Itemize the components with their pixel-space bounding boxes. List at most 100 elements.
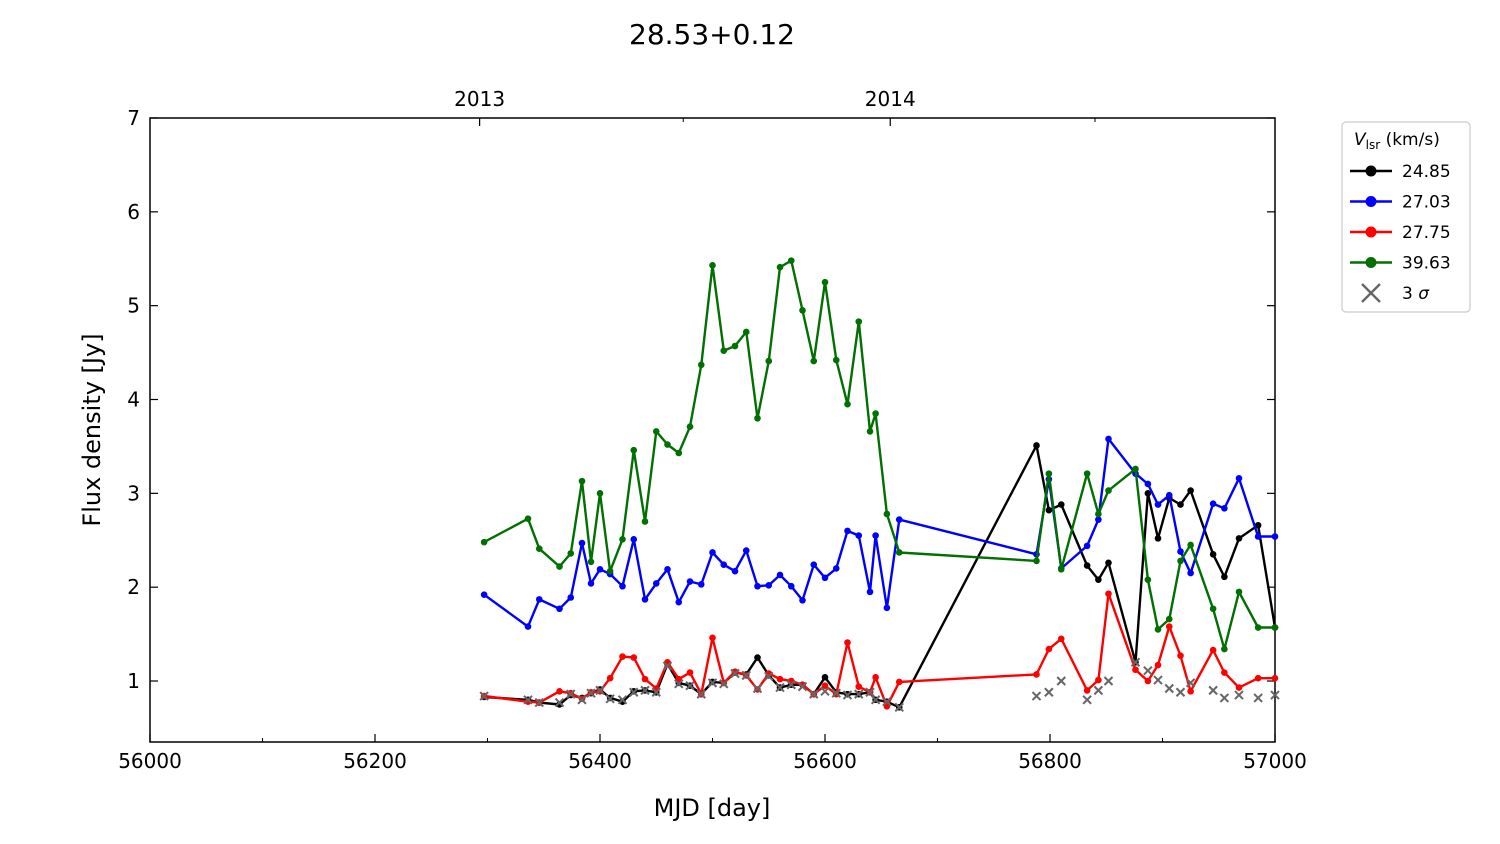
data-point: [1209, 646, 1217, 654]
data-point: [556, 688, 563, 695]
data-point: [524, 623, 532, 630]
sigma-point: [662, 661, 673, 671]
sigma-point: [1143, 665, 1153, 676]
y-tick-label: 2: [127, 575, 140, 599]
sigma-cross-b: [1082, 695, 1092, 705]
data-point: [1165, 491, 1173, 499]
data-point: [1105, 435, 1112, 443]
data-point: [776, 571, 784, 579]
data-point: [883, 604, 891, 612]
data-point: [606, 674, 614, 682]
sigma-point: [577, 695, 587, 705]
sigma-point: [1153, 675, 1163, 685]
sigma-cross-b: [1185, 678, 1196, 688]
data-point: [630, 654, 638, 661]
data-point: [686, 423, 694, 431]
sigma-point: [1031, 691, 1042, 701]
sigma-cross-b: [1056, 676, 1066, 686]
x-tick-label: 56800: [1018, 749, 1082, 773]
sigma-cross-b: [674, 679, 684, 689]
series-line: [483, 592, 1275, 708]
sigma-point: [831, 688, 841, 698]
data-point: [1144, 490, 1152, 497]
sigma-point: [707, 678, 718, 688]
data-point: [675, 598, 683, 606]
series-layer: [480, 257, 1279, 711]
sigma-cross-b: [586, 688, 596, 698]
sigma-point: [1234, 690, 1244, 700]
data-point: [524, 515, 532, 522]
sigma-point: [651, 687, 661, 697]
data-point: [1187, 569, 1194, 577]
data-point: [1221, 645, 1228, 653]
data-point: [1045, 645, 1053, 653]
series-27-75: [480, 590, 1279, 710]
x-tick-label: 56400: [568, 749, 632, 773]
data-point: [1095, 676, 1102, 684]
data-point: [619, 653, 626, 660]
data-point: [1033, 671, 1040, 678]
sigma-point: [870, 695, 881, 705]
sigma-cross-b: [605, 694, 615, 704]
data-point: [664, 566, 671, 573]
series-27-03: [480, 435, 1279, 630]
legend-marker: [1365, 196, 1377, 207]
data-point: [480, 591, 488, 598]
data-point: [1095, 576, 1102, 583]
sigma-point: [1164, 683, 1174, 694]
sigma-point: [566, 689, 576, 699]
data-point: [1177, 501, 1184, 508]
data-point: [754, 414, 761, 422]
sigma-point: [865, 687, 875, 697]
data-point: [1105, 590, 1112, 598]
data-point: [535, 596, 543, 603]
sigma-cross-b: [640, 685, 650, 696]
sigma-cross-b: [1044, 687, 1054, 697]
data-point: [1187, 541, 1194, 549]
data-point: [619, 698, 626, 705]
data-point: [866, 428, 874, 435]
x-tick-label: 57000: [1243, 749, 1307, 773]
legend-label-sigma: 3 σ: [1402, 284, 1430, 304]
sigma-point: [786, 680, 796, 690]
data-point: [821, 278, 829, 286]
data-point: [832, 565, 840, 572]
data-point: [1254, 624, 1262, 631]
data-point: [535, 545, 543, 553]
data-point: [731, 342, 739, 350]
data-point: [1105, 487, 1112, 494]
data-point: [1057, 501, 1065, 508]
data-point: [821, 574, 829, 582]
data-point: [1177, 557, 1184, 565]
axis-ticks: 56000 56200 56400 56600 56800 57000 1 2 3 4 5 6 7 201…: [118, 87, 1307, 773]
sigma-cross-b: [1031, 691, 1042, 701]
sigma-point: [479, 691, 489, 701]
sigma-point: [523, 695, 533, 705]
data-point: [855, 532, 863, 539]
sigma-cross-b: [577, 695, 587, 705]
sigma-cross-b: [1164, 683, 1174, 694]
sigma-cross-b: [707, 678, 718, 688]
data-point: [765, 357, 773, 365]
data-point: [652, 580, 660, 587]
sigma-cross-b: [809, 689, 819, 699]
sigma-cross-b: [1130, 657, 1141, 667]
sigma-cross-b: [595, 685, 605, 696]
x-tick-label: 56600: [793, 749, 857, 773]
data-point: [844, 400, 851, 408]
sigma-cross-b: [882, 696, 892, 707]
data-point: [630, 536, 638, 543]
data-point: [1154, 661, 1162, 669]
sigma-cross-b: [854, 689, 864, 699]
data-point: [1271, 624, 1279, 631]
sigma-point: [595, 685, 605, 696]
data-point: [866, 588, 874, 596]
sigma-point: [640, 685, 650, 696]
legend-marker: [1365, 226, 1377, 238]
sigma-cross-b: [1219, 693, 1230, 703]
legend-title-sub: lsr: [1366, 138, 1381, 152]
sigma-cross-b: [1270, 690, 1280, 700]
data-point: [709, 549, 716, 556]
sigma-point: [1082, 695, 1092, 705]
data-point: [720, 561, 728, 568]
